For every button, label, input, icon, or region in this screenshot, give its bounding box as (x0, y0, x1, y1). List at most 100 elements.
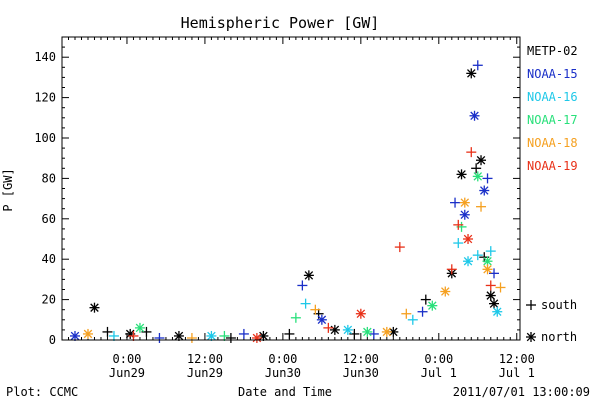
data-point (186, 332, 197, 343)
data-point (134, 322, 145, 333)
data-point (466, 147, 477, 158)
x-tick-label-time: 12:00 (499, 352, 535, 366)
marker-legend: south north (526, 298, 577, 344)
data-point (238, 328, 249, 339)
legend-entry: METP-02 (527, 44, 578, 58)
data-point (323, 322, 334, 333)
data-point (482, 264, 493, 275)
data-point (206, 330, 217, 341)
x-tick-label-date: Jun29 (109, 366, 145, 380)
data-point (381, 326, 392, 337)
data-point (459, 197, 470, 208)
data-point (342, 324, 353, 335)
data-point (316, 314, 327, 325)
data-point (284, 328, 295, 339)
data-point (297, 280, 308, 291)
data-point (69, 330, 80, 341)
marker-legend-label: south (541, 298, 577, 312)
data-point (362, 326, 373, 337)
data-point (472, 60, 483, 71)
data-point (476, 155, 487, 166)
data-point (469, 110, 480, 121)
data-point (401, 308, 412, 319)
data-point (472, 250, 483, 261)
y-tick-label: 120 (34, 91, 56, 105)
marker-legend-symbol (526, 332, 536, 342)
y-tick-label: 80 (42, 171, 56, 185)
data-point (225, 332, 236, 343)
data-point (329, 324, 340, 335)
data-point (420, 294, 431, 305)
chart-title: Hemispheric Power [GW] (181, 14, 380, 32)
x-tick-label-time: 0:00 (424, 352, 453, 366)
data-point (495, 282, 506, 293)
x-tick-label-time: 12:00 (343, 352, 379, 366)
data-point (108, 330, 119, 341)
legend-entry: NOAA-17 (527, 113, 578, 127)
data-point (482, 173, 493, 184)
data-points (69, 60, 506, 343)
data-point (485, 246, 496, 257)
data-point (355, 308, 366, 319)
data-point (463, 234, 474, 244)
legend-entry: NOAA-16 (527, 90, 578, 104)
axis-ticks (61, 36, 520, 341)
y-tick-label: 20 (42, 293, 56, 307)
data-point (466, 68, 477, 79)
footer-plot-credit: Plot: CCMC (6, 385, 78, 399)
data-point (476, 201, 487, 212)
data-point (485, 290, 496, 301)
data-point (440, 286, 451, 297)
data-point (489, 298, 500, 309)
data-point (453, 219, 464, 230)
data-point (459, 209, 470, 220)
y-tick-label: 140 (34, 50, 56, 64)
x-tick-label-time: 0:00 (268, 352, 297, 366)
data-point (492, 306, 503, 317)
y-tick-label: 0 (49, 333, 56, 347)
data-point (427, 300, 438, 311)
data-point (482, 256, 493, 267)
data-point (479, 185, 490, 196)
legend-entry: NOAA-19 (527, 159, 578, 173)
data-point (303, 270, 314, 281)
data-point (450, 197, 461, 208)
y-tick-label: 100 (34, 131, 56, 145)
data-point (453, 238, 464, 249)
data-point (128, 330, 139, 341)
data-point (310, 304, 321, 315)
data-point (154, 332, 165, 343)
marker-legend-symbol (526, 300, 536, 310)
data-point (394, 242, 405, 253)
data-point (89, 302, 100, 313)
data-point (456, 169, 467, 180)
x-tick-label-date: Jul 1 (499, 366, 535, 380)
x-axis-label: Date and Time (238, 385, 332, 399)
data-point (446, 264, 457, 275)
marker-legend-label: north (541, 330, 577, 344)
x-tick-label-time: 12:00 (187, 352, 223, 366)
data-point (485, 280, 496, 291)
x-tick-label-date: Jun30 (343, 366, 379, 380)
data-point (300, 298, 311, 309)
legend-entry: NOAA-15 (527, 67, 578, 81)
y-tick-label: 60 (42, 212, 56, 226)
data-point (173, 330, 184, 341)
y-axis-label: P [GW] (1, 168, 15, 211)
data-point (471, 163, 482, 174)
data-point (407, 314, 418, 325)
x-tick-label-time: 0:00 (113, 352, 142, 366)
legend-entry: NOAA-18 (527, 136, 578, 150)
footer-timestamp: 2011/07/01 13:00:09 (453, 385, 590, 399)
data-point (290, 312, 301, 323)
legend: METP-02 NOAA-15 NOAA-16 NOAA-17 NOAA-18 NOAA-… (527, 44, 578, 173)
data-point (102, 326, 113, 337)
data-point (417, 306, 428, 317)
data-point (82, 328, 93, 339)
data-point (463, 256, 474, 267)
data-point (251, 332, 262, 343)
data-point (472, 171, 483, 182)
data-point (368, 328, 379, 339)
data-point (219, 330, 230, 341)
